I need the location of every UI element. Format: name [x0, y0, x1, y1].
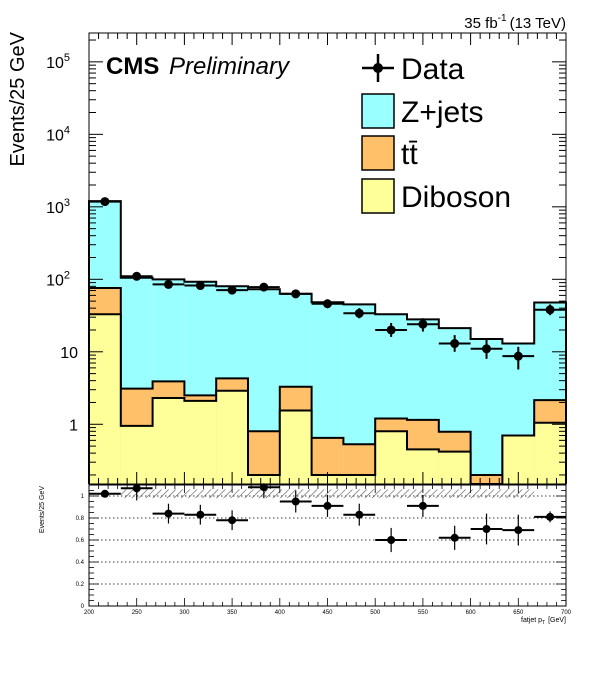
ratio-y-tick-label: 0 [81, 604, 85, 610]
legend-item: Data [362, 53, 465, 86]
stack-bin [470, 474, 503, 484]
ratio-x-tick-label: 250 [132, 610, 143, 616]
ratio-point [279, 490, 312, 513]
ratio-point [375, 527, 408, 553]
stack-layer-0 [88, 313, 567, 485]
x-axis-ticks-main [88, 33, 567, 484]
legend-item: Z+jets [361, 93, 484, 129]
lumi-label: 35 fb-1 (13 TeV) [464, 13, 566, 32]
legend-item: Diboson [361, 178, 511, 214]
ratio-point [311, 494, 344, 517]
stack-bin [152, 398, 185, 484]
ratio-x-tick-label: 500 [370, 610, 381, 616]
legend-label: Data [401, 53, 465, 86]
ratio-x-axis-ticks: 200 250 300 350 400 450 500 550 600 650 700 [84, 485, 572, 616]
ratio-x-tick-label: 300 [179, 610, 190, 616]
data-point [438, 335, 471, 352]
y-axis-title: Events/25 GeV [7, 31, 29, 166]
ratio-point [438, 525, 471, 550]
legend-label: Z+jets [401, 96, 484, 129]
stack-bin [248, 474, 280, 484]
ratio-panel: 0 0.2 0.4 0.6 0.8 1 200 250 300 350 400 450 500 550 6… [39, 483, 572, 626]
ratio-x-axis-title: fatjet pT [GeV] [521, 617, 566, 626]
ratio-x-tick-label: 600 [466, 610, 477, 616]
y-tick-label: 102 [46, 269, 70, 289]
stack-bin [216, 390, 249, 484]
cms-label: CMS [106, 53, 159, 80]
ratio-point [534, 511, 566, 523]
data-point [470, 339, 503, 359]
data-point [311, 299, 344, 309]
stack-bin [470, 339, 503, 484]
ratio-point [89, 489, 121, 498]
ratio-point [343, 503, 376, 526]
ratio-y-axis-ticks: 0 0.2 0.4 0.6 0.8 1 [76, 484, 566, 610]
data-points [89, 197, 566, 370]
y-tick-label: 1 [69, 417, 78, 434]
data-point [343, 308, 376, 319]
y-tick-label: 10 [60, 345, 78, 362]
ratio-point [216, 510, 248, 531]
data-point [216, 285, 248, 295]
ratio-x-tick-label: 700 [561, 610, 572, 616]
preliminary-label: Preliminary [169, 53, 291, 80]
uncertainty-band [120, 489, 535, 499]
data-point [375, 322, 408, 337]
ratio-y-axis-title: Events/25 GeV [39, 486, 46, 533]
data-point [152, 279, 185, 289]
y-axis-ticks: 1 10 102 103 104 105 [46, 39, 566, 476]
stack-bin [184, 400, 217, 484]
stack-bin [343, 474, 376, 484]
ratio-x-tick-label: 450 [322, 610, 333, 616]
legend-label: tt̄ [401, 138, 418, 171]
ratio-y-tick-label: 0.2 [76, 582, 85, 588]
stack-bin [438, 451, 471, 484]
ratio-point [184, 504, 217, 525]
legend: Data Z+jets tt̄ Diboson [361, 53, 511, 214]
ratio-x-tick-label: 650 [513, 610, 524, 616]
stack-bin [89, 314, 121, 484]
stacked-histogram [88, 200, 567, 485]
ratio-y-tick-label: 0.4 [76, 560, 85, 566]
data-point [534, 304, 566, 316]
stack-bin [375, 431, 407, 484]
y-tick-label: 105 [46, 52, 70, 72]
ratio-point [502, 514, 535, 546]
ratio-point [407, 494, 439, 517]
data-point [502, 346, 535, 370]
ratio-x-tick-label: 550 [418, 610, 429, 616]
ratio-y-tick-label: 1 [81, 494, 85, 500]
data-point [89, 197, 121, 207]
ratio-point [470, 513, 503, 545]
data-point [407, 318, 439, 332]
data-point [247, 282, 280, 292]
data-point [120, 271, 153, 281]
stack-outline [88, 286, 567, 484]
ratio-x-tick-label: 350 [227, 610, 238, 616]
data-point [184, 281, 217, 291]
ratio-y-tick-label: 0.6 [76, 538, 85, 544]
data-point [279, 289, 312, 299]
ratio-x-tick-label: 400 [275, 610, 286, 616]
y-tick-label: 104 [46, 124, 70, 144]
ratio-x-tick-label: 200 [84, 610, 95, 616]
legend-item: tt̄ [361, 135, 418, 171]
ratio-point [152, 503, 185, 524]
legend-label: Diboson [401, 181, 511, 214]
main-panel: 1 10 102 103 104 105 CMS Preliminary Events/2… [7, 31, 567, 485]
stack-bin [279, 410, 312, 484]
ratio-y-tick-label: 0.8 [76, 516, 85, 522]
ratio-points [89, 483, 566, 553]
y-tick-label: 103 [46, 197, 70, 217]
